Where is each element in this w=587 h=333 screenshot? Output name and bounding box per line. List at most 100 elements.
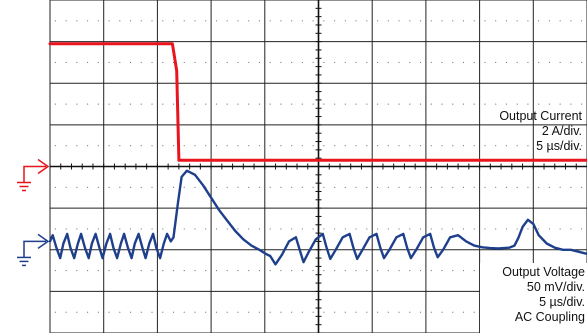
graticule-dot — [269, 145, 271, 147]
graticule-dot — [430, 61, 432, 64]
graticule-dot — [484, 103, 486, 105]
graticule-dot — [419, 20, 422, 22]
graticule-dot — [462, 186, 465, 188]
graticule-dot — [97, 186, 99, 188]
graticule-dot — [54, 103, 56, 105]
graticule-dot — [312, 269, 314, 272]
graticule-dot — [366, 61, 368, 64]
graticule-dot — [452, 311, 454, 313]
graticule-dot — [86, 186, 89, 188]
graticule-dot — [559, 228, 561, 230]
graticule-dot — [409, 20, 411, 22]
graticule-dot — [65, 20, 67, 22]
graticule-dot — [419, 311, 422, 313]
graticule-dot — [419, 228, 422, 230]
graticule-dot — [248, 61, 250, 64]
graticule-dot — [581, 61, 583, 64]
graticule-dot — [205, 20, 207, 22]
graticule-dot — [387, 61, 389, 64]
graticule-dot — [76, 269, 78, 272]
graticule-dot — [323, 228, 325, 230]
current-time-label: 5 µs/div. — [536, 139, 582, 153]
graticule-dot — [215, 20, 218, 22]
graticule-dot — [76, 61, 78, 64]
graticule-dot — [129, 311, 132, 313]
graticule-dot — [215, 311, 218, 313]
graticule-dot — [376, 228, 379, 230]
graticule-dot — [162, 186, 164, 188]
graticule-dot — [538, 228, 540, 230]
graticule-dot — [398, 186, 400, 188]
graticule-dot — [473, 145, 475, 147]
graticule-dot — [398, 145, 400, 147]
graticule-dot — [140, 186, 142, 188]
graticule-dot — [559, 145, 561, 147]
graticule-dot — [291, 311, 293, 313]
graticule-dot — [441, 311, 443, 313]
graticule-dot — [323, 186, 325, 188]
graticule-dot — [366, 311, 368, 313]
graticule-dot — [430, 228, 432, 230]
graticule-dot — [86, 103, 89, 105]
graticule-dot — [97, 269, 99, 272]
graticule-dot — [334, 61, 336, 64]
graticule-dot — [344, 269, 346, 272]
graticule-dot — [183, 311, 185, 313]
graticule-dot — [495, 61, 497, 64]
graticule-dot — [398, 228, 400, 230]
graticule-dot — [581, 145, 583, 147]
graticule-dot — [462, 103, 465, 105]
graticule-dot — [355, 228, 357, 230]
graticule-dot — [248, 145, 250, 147]
graticule-dot — [559, 186, 561, 188]
graticule-dot — [65, 186, 67, 188]
graticule-dot — [570, 145, 572, 147]
graticule-dot — [119, 145, 121, 147]
graticule-dot — [559, 103, 561, 105]
graticule-dot — [376, 145, 379, 147]
graticule-dot — [108, 228, 110, 230]
graticule-dot — [258, 311, 261, 313]
graticule-dot — [97, 61, 99, 64]
graticule-dot — [108, 269, 110, 272]
graticule-dot — [54, 61, 56, 64]
graticule-dot — [334, 186, 336, 188]
graticule-dot — [441, 103, 443, 105]
graticule-dot — [237, 228, 239, 230]
graticule-dot — [462, 311, 465, 313]
series-0-trace — [48, 42, 587, 162]
graticule-dot — [301, 269, 303, 272]
graticule-dot — [527, 186, 529, 188]
graticule-dot — [226, 145, 228, 147]
graticule-dot — [226, 61, 228, 64]
graticule-dot — [205, 228, 207, 230]
graticule-dot — [54, 228, 56, 230]
graticule-dot — [366, 103, 368, 105]
graticule-dot — [387, 311, 389, 313]
graticule-dot — [129, 20, 132, 22]
graticule-dot — [86, 269, 89, 272]
graticule-dot — [505, 145, 508, 147]
graticule-dot — [473, 61, 475, 64]
graticule-dot — [559, 61, 561, 64]
graticule-dot — [119, 103, 121, 105]
graticule-dot — [151, 269, 153, 272]
graticule-dot — [570, 20, 572, 22]
graticule-dot — [226, 269, 228, 272]
graticule-dot — [162, 20, 164, 22]
graticule-dot — [462, 145, 465, 147]
graticule-dot — [344, 311, 346, 313]
voltage-channel-name: Output Voltage — [502, 265, 585, 279]
graticule-dot — [355, 145, 357, 147]
graticule-dot — [172, 103, 175, 105]
graticule-dot — [76, 228, 78, 230]
graticule-dot — [419, 186, 422, 188]
graticule-dot — [269, 20, 271, 22]
graticule-dot — [301, 145, 303, 147]
graticule-dot — [119, 61, 121, 64]
graticule-dot — [172, 186, 175, 188]
graticule-dot — [334, 269, 336, 272]
graticule-dot — [505, 61, 508, 64]
graticule-dot — [387, 186, 389, 188]
